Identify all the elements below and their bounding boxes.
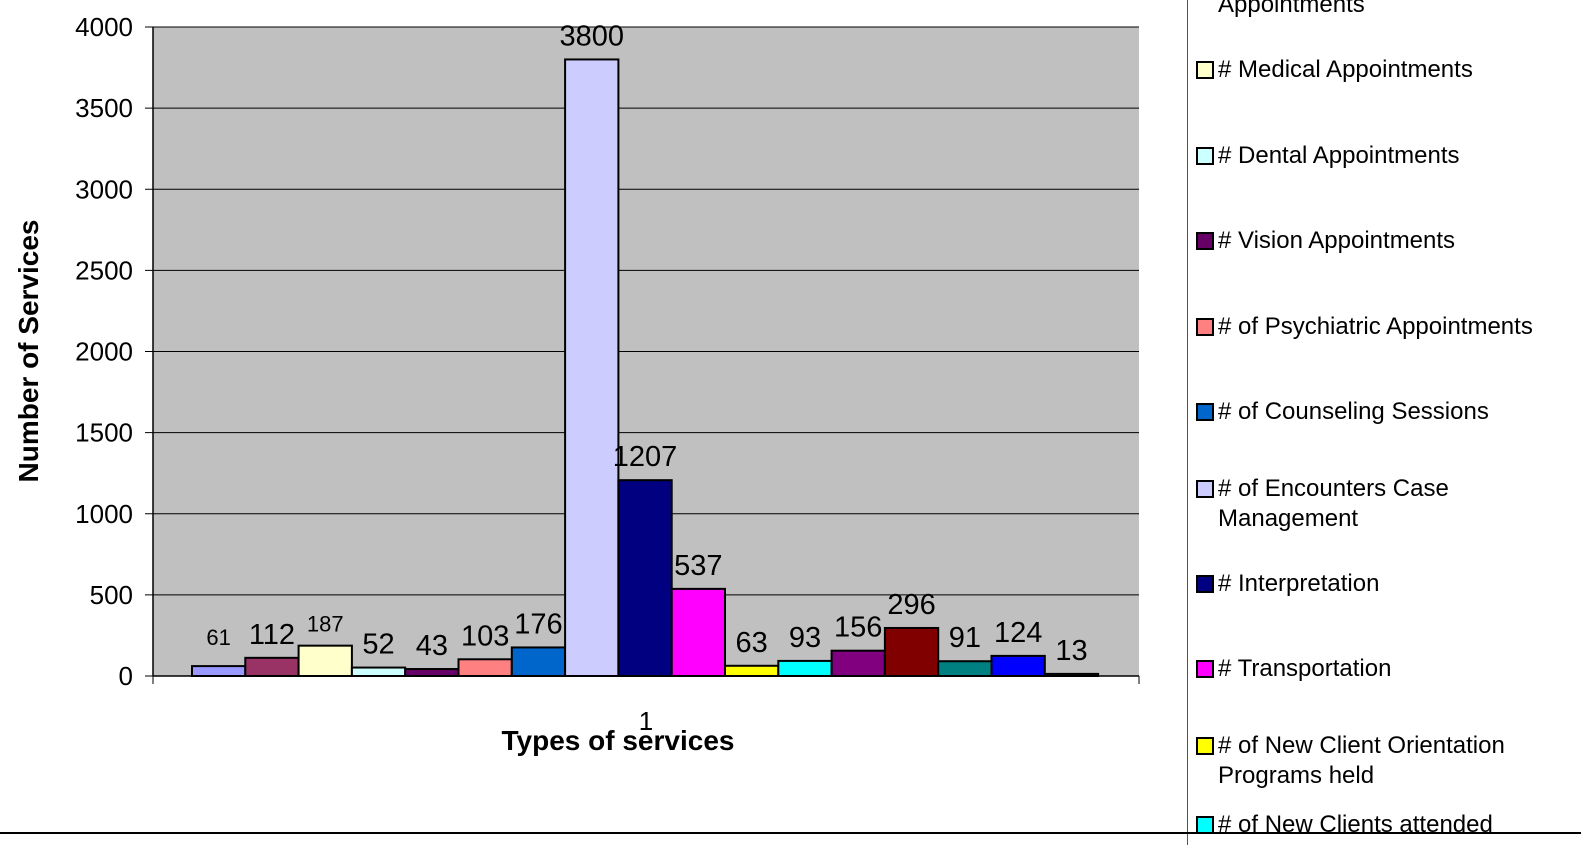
bar [191, 665, 247, 677]
bar [244, 656, 300, 678]
bar [937, 660, 993, 677]
axes: 0 500 1000 1500 2000 2500 3000 3500 4000 [75, 12, 1140, 691]
bar [617, 479, 673, 677]
legend-label: # Medical Appointments [1218, 56, 1473, 83]
y-tick-label: 3500 [75, 93, 133, 123]
legend-item: # of Psychiatric Appointments [1196, 312, 1581, 342]
data-label: 93 [789, 622, 821, 654]
data-label: 43 [416, 630, 448, 662]
legend-item: # Interpretation [1196, 569, 1581, 599]
bar [777, 659, 833, 678]
data-label: 176 [514, 608, 562, 640]
data-label: 124 [994, 617, 1042, 649]
bar [297, 644, 353, 677]
bar [404, 668, 460, 678]
y-tick-label: 1500 [75, 418, 133, 448]
x-category-label: 1 [639, 706, 653, 736]
data-label: 103 [461, 620, 509, 652]
legend-item: # of Counseling Sessions [1196, 397, 1581, 427]
legend-item: # Transportation [1196, 654, 1581, 684]
x-axis-title: Types of services [502, 725, 735, 756]
data-label: 537 [674, 550, 722, 582]
data-label: 52 [362, 629, 394, 661]
legend-label: Appointments [1218, 0, 1365, 18]
y-tick-label: 2000 [75, 337, 133, 367]
legend-item: # of New Client Orientation Programs hel… [1196, 731, 1581, 791]
data-label: 112 [249, 619, 295, 651]
data-label: 1207 [613, 441, 678, 473]
data-label: 13 [1055, 635, 1087, 667]
legend-label: # of Encounters Case Management [1218, 475, 1449, 532]
legend-item: # Dental Appointments [1196, 141, 1581, 171]
legend-item: Appointments [1196, 0, 1581, 20]
legend-swatch [1196, 147, 1214, 165]
y-tick-label: 2500 [75, 255, 133, 285]
legend-item: # of New Clients attended [1196, 810, 1581, 840]
y-axis-title: Number of Services [13, 220, 44, 483]
data-label: 156 [834, 612, 882, 644]
legend-swatch [1196, 403, 1214, 421]
y-tick-label: 500 [90, 580, 133, 610]
legend-swatch [1196, 737, 1214, 755]
legend-swatch [1196, 575, 1214, 593]
legend-swatch [1196, 232, 1214, 250]
legend-label: # Dental Appointments [1218, 142, 1460, 169]
legend-swatch [1196, 480, 1214, 498]
data-label: 63 [736, 627, 768, 659]
bar [670, 587, 727, 678]
legend-label: # of New Clients attended [1218, 811, 1493, 838]
legend-swatch [1196, 318, 1214, 336]
y-tick-label: 3000 [75, 174, 133, 204]
legend-label: # Vision Appointments [1218, 227, 1456, 254]
bar [564, 58, 620, 677]
bar [830, 649, 886, 678]
legend-label: # of Counseling Sessions [1218, 398, 1489, 425]
legend-label: # Transportation [1218, 655, 1392, 682]
bar [457, 658, 513, 678]
bar [883, 626, 940, 677]
legend-label: # of Psychiatric Appointments [1218, 313, 1533, 340]
y-tick-label: 4000 [75, 12, 133, 42]
bottom-border [0, 832, 1581, 834]
data-label: 61 [206, 625, 230, 650]
legend-item: # of Encounters Case Management [1196, 474, 1581, 534]
legend-item: # Vision Appointments [1196, 226, 1581, 256]
legend-swatch [1196, 660, 1214, 678]
bar [350, 666, 407, 677]
data-label: 91 [949, 622, 981, 654]
legend-item: # Medical Appointments [1196, 55, 1581, 85]
y-tick-label: 1000 [75, 499, 133, 529]
bar [990, 654, 1046, 677]
legend-label: # of New Client Orientation Programs hel… [1218, 732, 1505, 789]
data-label: 187 [307, 612, 344, 637]
legend: Appointments # Medical Appointments # Dent… [1187, 0, 1581, 845]
legend-label: # Interpretation [1218, 570, 1380, 597]
bar [510, 646, 567, 677]
bar [724, 664, 780, 678]
bars [191, 58, 1100, 678]
data-label: 3800 [559, 20, 624, 52]
legend-swatch [1196, 61, 1214, 79]
y-tick-label: 0 [119, 661, 133, 691]
data-label: 296 [887, 589, 935, 621]
